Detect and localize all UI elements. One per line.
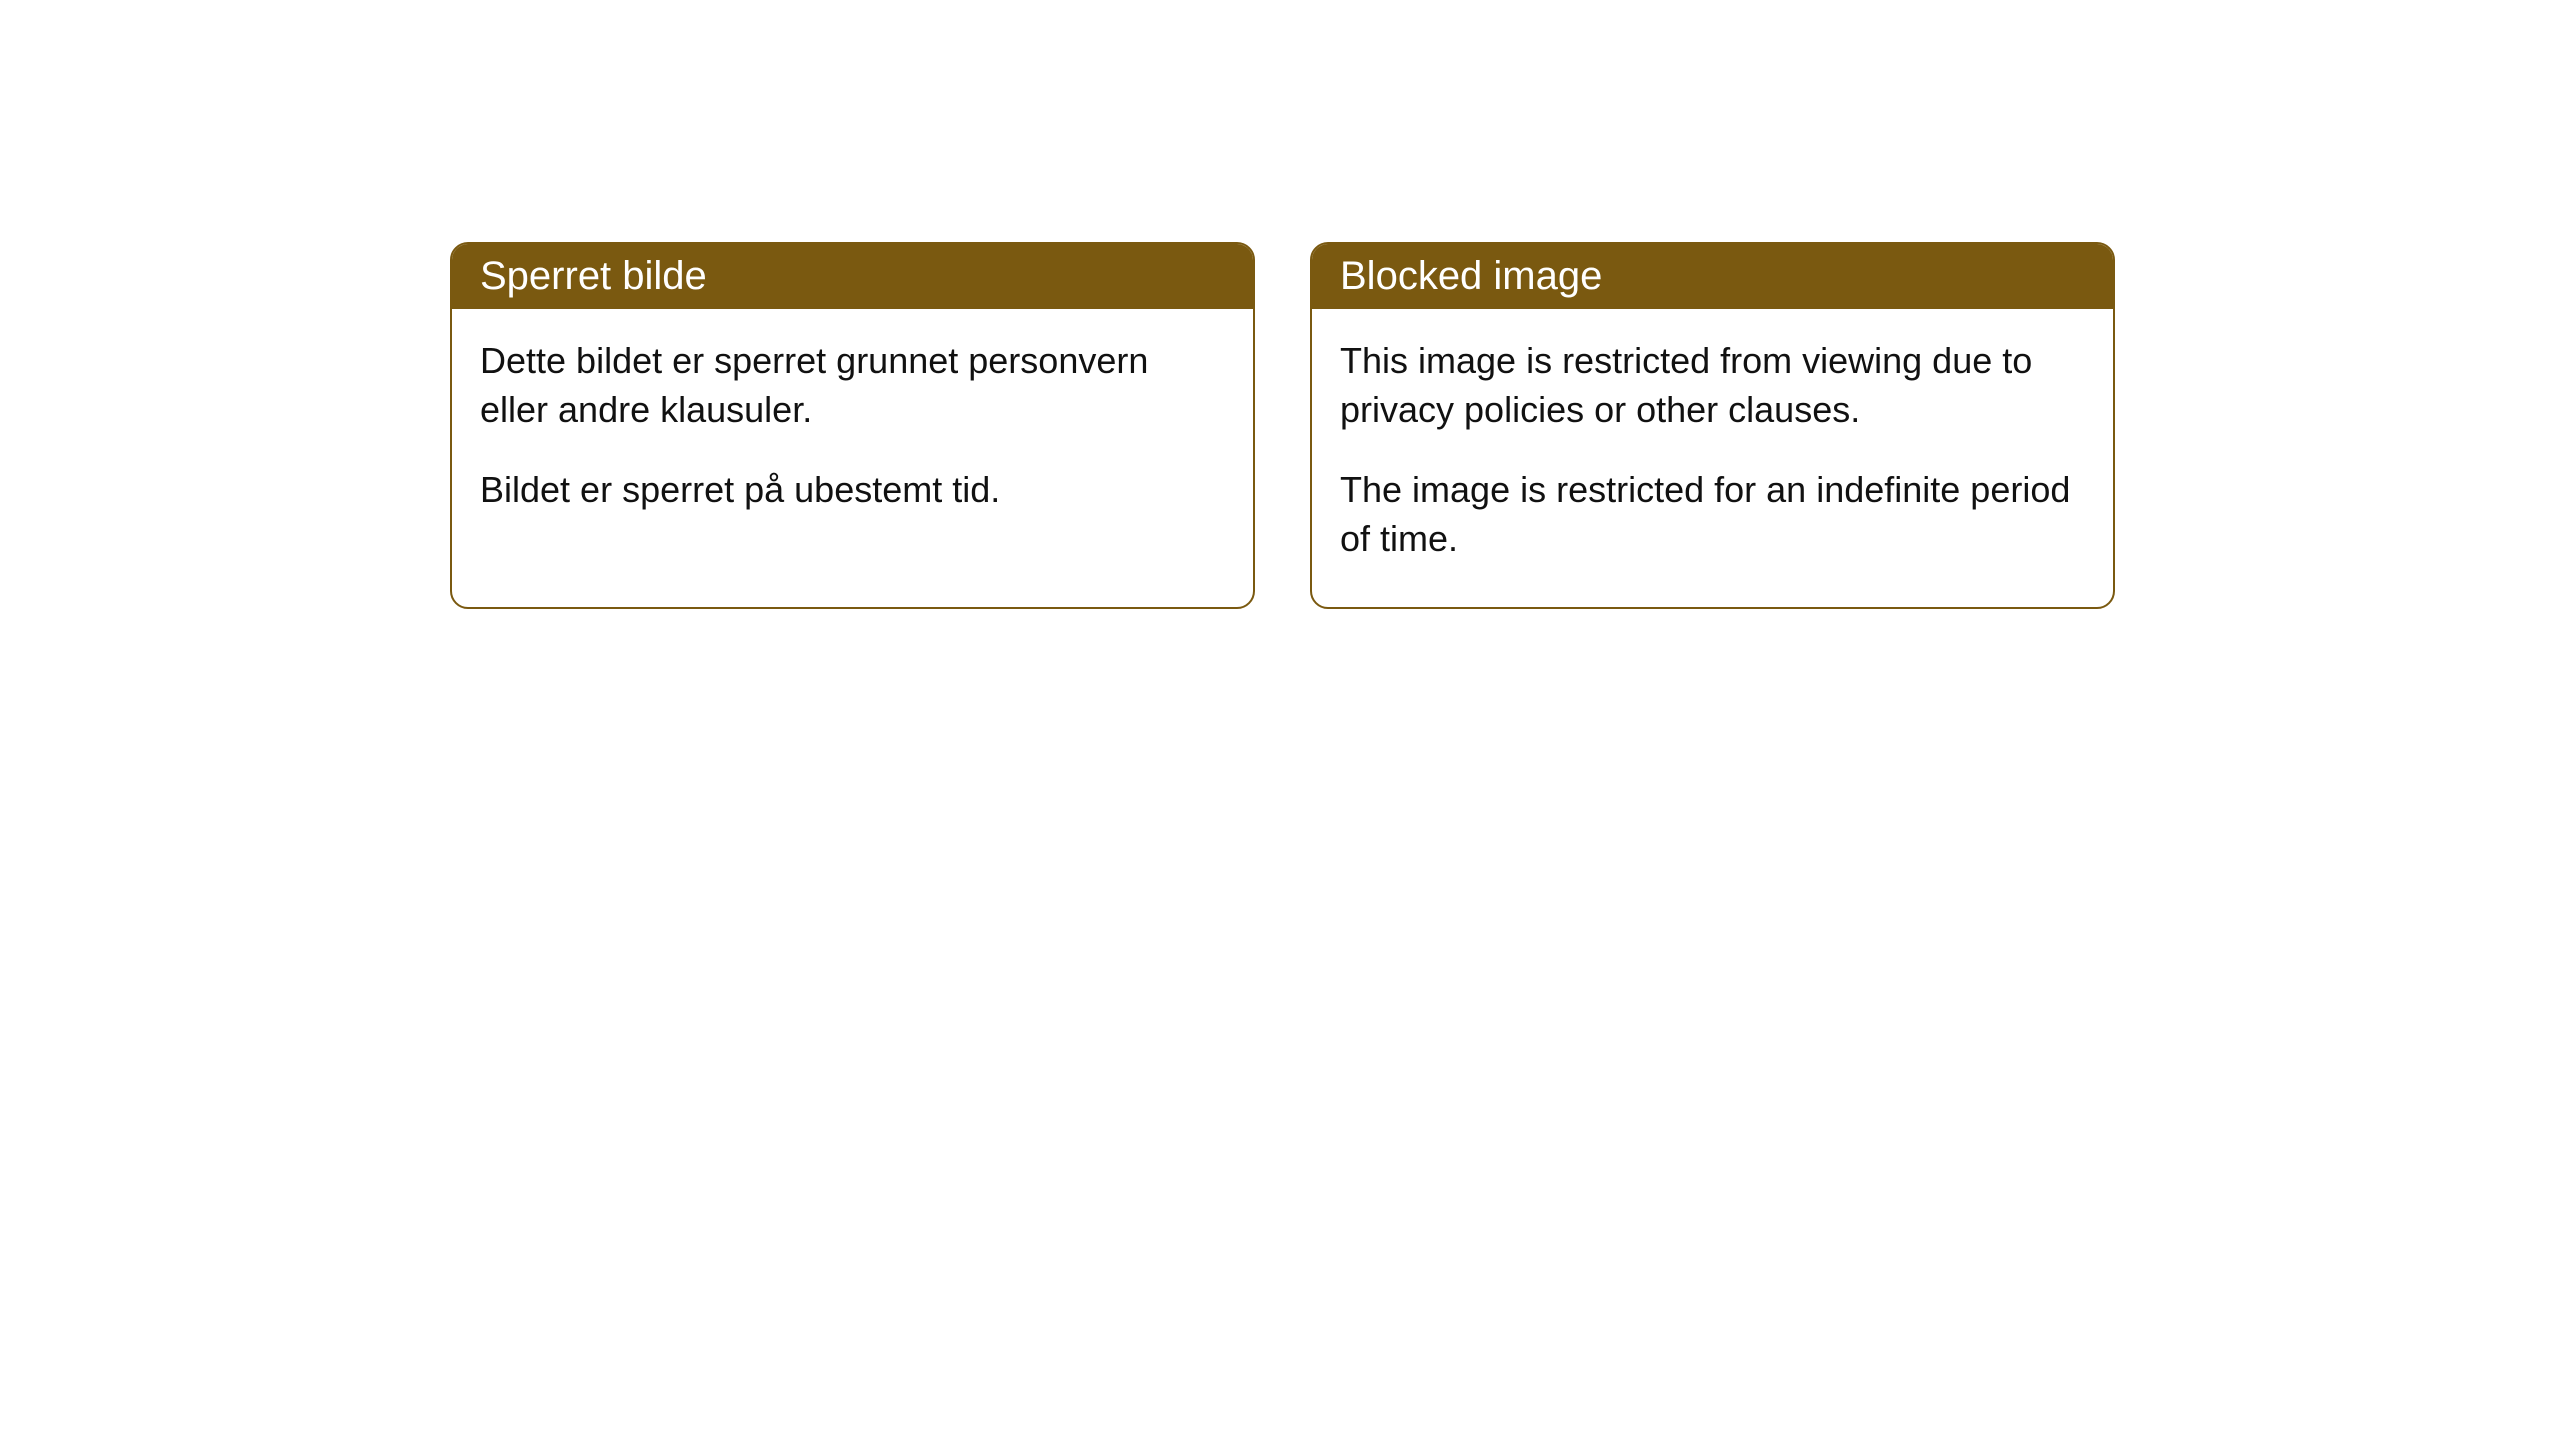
card-title: Blocked image [1340,254,1602,298]
card-header-norwegian: Sperret bilde [452,244,1253,309]
card-paragraph-2: The image is restricted for an indefinit… [1340,466,2085,563]
blocked-image-card-norwegian: Sperret bilde Dette bildet er sperret gr… [450,242,1255,609]
blocked-image-card-english: Blocked image This image is restricted f… [1310,242,2115,609]
card-body-norwegian: Dette bildet er sperret grunnet personve… [452,309,1253,559]
card-paragraph-1: Dette bildet er sperret grunnet personve… [480,337,1225,434]
card-title: Sperret bilde [480,254,707,298]
card-body-english: This image is restricted from viewing du… [1312,309,2113,607]
card-header-english: Blocked image [1312,244,2113,309]
card-paragraph-1: This image is restricted from viewing du… [1340,337,2085,434]
cards-container: Sperret bilde Dette bildet er sperret gr… [450,242,2115,609]
card-paragraph-2: Bildet er sperret på ubestemt tid. [480,466,1225,515]
